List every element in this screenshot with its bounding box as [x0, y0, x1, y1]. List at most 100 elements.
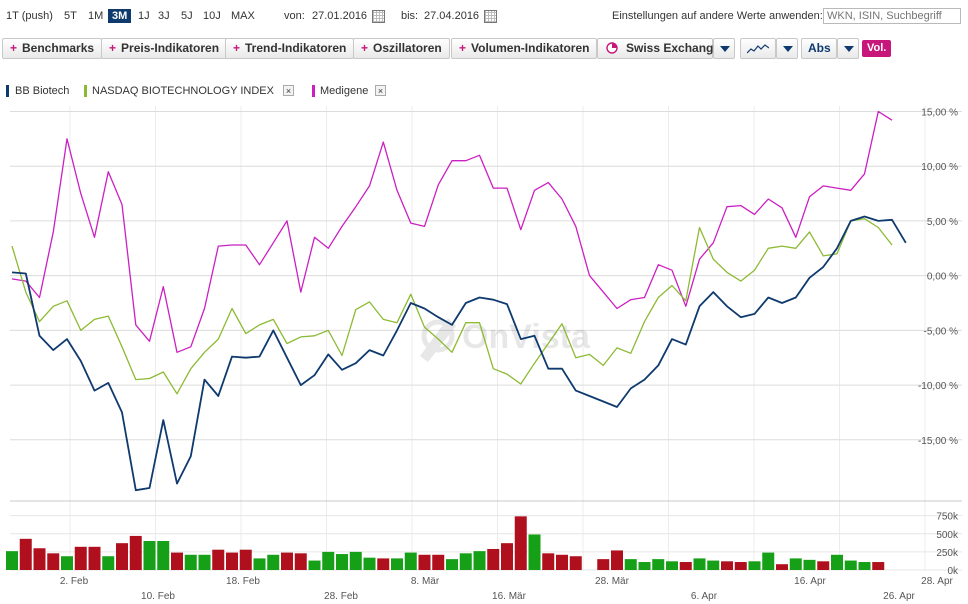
series-line-nasdaq-biotechnology-index	[11, 218, 893, 395]
volume-bar	[638, 562, 651, 570]
exchange-dropdown-caret[interactable]	[713, 38, 735, 59]
y-tick-label: -10,00 %	[918, 381, 958, 392]
to-label: bis:	[401, 10, 419, 22]
volume-bar	[666, 561, 678, 570]
volume-bar	[33, 548, 46, 570]
calendar-icon[interactable]	[372, 10, 385, 23]
volume-bar	[418, 554, 431, 570]
legend-bb-biotech: BB Biotech	[15, 85, 70, 97]
volume-bar	[776, 564, 788, 570]
period-1m[interactable]: 1M	[88, 10, 104, 22]
volume-bar	[789, 558, 802, 570]
volume-bar	[487, 548, 500, 570]
volume-bar	[157, 541, 170, 570]
search-input[interactable]	[823, 8, 961, 24]
volume-tick-label: 0k	[947, 566, 959, 577]
oszillatoren-button[interactable]: + Oszillatoren	[353, 38, 450, 59]
volume-bar	[349, 551, 362, 570]
series-line-bb-biotech	[11, 215, 907, 492]
volumen-indikatoren-button[interactable]: + Volumen-Indikatoren	[451, 38, 598, 59]
exchange-label: Swiss Exchange	[626, 41, 721, 55]
plus-icon: +	[233, 41, 241, 55]
scale-dropdown-caret[interactable]	[837, 38, 859, 59]
exchange-select[interactable]: Swiss Exchange	[597, 38, 720, 59]
volume-bar	[459, 553, 472, 570]
x-tick-label: 6. Apr	[691, 591, 718, 602]
volume-bar	[336, 554, 348, 570]
volume-bar	[404, 552, 417, 570]
benchmarks-label: Benchmarks	[22, 41, 95, 55]
volume-tick-label: 250k	[936, 548, 959, 559]
period-1j[interactable]: 1J	[138, 10, 150, 22]
benchmarks-button[interactable]: + Benchmarks	[2, 38, 103, 59]
volume-bar	[501, 543, 513, 570]
volume-bar	[226, 552, 238, 570]
volume-bar	[61, 556, 73, 570]
volume-bars	[6, 516, 885, 570]
y-tick-label: 5,00 %	[927, 217, 958, 228]
toolbar-period-row: 1T (push) 5T 1M 3M 1J 3J 5J 10J MAX von:…	[0, 0, 968, 34]
volume-bar	[762, 552, 775, 570]
remove-nasdaq-icon[interactable]: ×	[283, 85, 294, 96]
trend-indikatoren-button[interactable]: + Trend-Indikatoren	[225, 38, 355, 59]
volume-bar	[528, 534, 541, 570]
x-tick-label: 28. Mär	[595, 576, 630, 587]
period-5t[interactable]: 5T	[64, 10, 77, 22]
volume-bar	[116, 543, 128, 570]
volume-bar	[831, 554, 843, 570]
volume-bar	[569, 556, 582, 570]
volume-bar	[446, 559, 458, 570]
volume-bar	[19, 538, 32, 570]
watermark-logo: OnVista	[420, 318, 591, 362]
chart-type-dropdown-caret[interactable]	[776, 38, 798, 59]
volume-bar	[872, 562, 885, 570]
volume-bar	[693, 558, 706, 570]
volume-bar	[281, 552, 293, 570]
volume-bar	[88, 546, 101, 570]
period-max[interactable]: MAX	[231, 10, 255, 22]
legend-swatch-bb-biotech	[6, 85, 9, 97]
volume-bar	[6, 551, 18, 570]
volume-bar	[748, 561, 761, 570]
period-10j[interactable]: 10J	[203, 10, 221, 22]
volume-bar	[47, 553, 60, 570]
calendar-icon[interactable]	[484, 10, 497, 23]
volume-bar	[212, 549, 225, 570]
volume-bar	[611, 550, 623, 570]
volumen-indikatoren-label: Volumen-Indikatoren	[471, 41, 590, 55]
scale-select[interactable]: Abs	[801, 38, 837, 59]
period-1t-push[interactable]: 1T (push)	[6, 10, 53, 22]
volume-bar	[171, 552, 183, 570]
volume-bar	[184, 554, 197, 570]
period-3m[interactable]: 3M	[108, 9, 132, 23]
volume-toggle[interactable]: Vol.	[862, 40, 892, 57]
y-tick-label: 0,00 %	[927, 272, 958, 283]
chart-type-select[interactable]	[740, 38, 776, 59]
plus-icon: +	[109, 41, 117, 55]
from-date-field[interactable]: 27.01.2016	[312, 10, 368, 22]
x-tick-label: 16. Apr	[794, 576, 826, 587]
plus-icon: +	[361, 41, 369, 55]
x-tick-label: 8. Mär	[411, 576, 440, 587]
scale-label: Abs	[808, 41, 831, 55]
x-tick-label: 10. Feb	[141, 591, 175, 602]
preis-indikatoren-button[interactable]: + Preis-Indikatoren	[101, 38, 228, 59]
legend-nasdaq: NASDAQ BIOTECHNOLOGY INDEX	[92, 85, 274, 97]
volume-bar	[294, 553, 307, 570]
series-line-medigene	[11, 110, 893, 353]
to-date-field[interactable]: 27.04.2016	[424, 10, 480, 22]
x-tick-label: 28. Apr	[921, 576, 953, 587]
volume-bar	[308, 560, 321, 570]
volume-bar	[624, 559, 637, 570]
period-5j[interactable]: 5J	[181, 10, 193, 22]
period-3j[interactable]: 3J	[158, 10, 170, 22]
trend-indikatoren-label: Trend-Indikatoren	[245, 41, 347, 55]
volume-bar	[432, 554, 445, 570]
remove-medigene-icon[interactable]: ×	[375, 85, 386, 96]
chart-lines	[11, 110, 907, 492]
volume-bar	[267, 554, 280, 570]
volume-bar	[542, 553, 555, 570]
x-tick-label: 2. Feb	[60, 576, 89, 587]
plus-icon: +	[10, 41, 18, 55]
volume-bar	[129, 535, 142, 570]
